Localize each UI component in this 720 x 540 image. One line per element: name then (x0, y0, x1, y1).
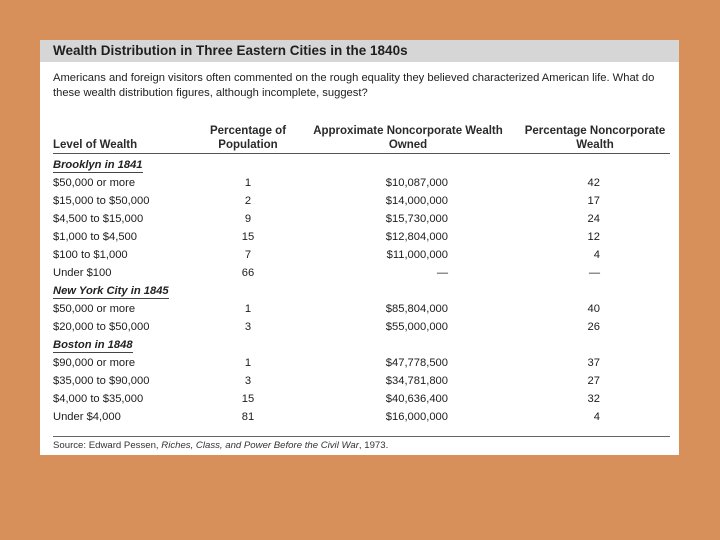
section-label: New York City in 1845 (53, 285, 169, 299)
cell-percentage: 37 (587, 357, 600, 369)
cell-level: $4,500 to $15,000 (53, 213, 144, 225)
table-body: Brooklyn in 1841 $50,000 or more 1 $10,087,… (40, 157, 679, 427)
cell-level: Under $4,000 (53, 411, 121, 423)
col-header-population: Percentage of Population (198, 120, 298, 152)
section-heading: New York City in 1845 (40, 283, 679, 301)
cell-owned: $11,000,000 (386, 249, 448, 261)
col-header-population-label: Percentage of Population (209, 125, 287, 151)
cell-population: 2 (244, 195, 252, 207)
cell-level: $15,000 to $50,000 (53, 195, 150, 207)
cell-population: 81 (241, 411, 255, 423)
cell-percentage: 4 (593, 249, 600, 261)
source-suffix: , 1973. (358, 440, 389, 451)
cell-population: 1 (244, 357, 252, 369)
cell-percentage: 32 (587, 393, 600, 405)
cell-owned: $40,636,400 (385, 393, 448, 405)
cell-population: 1 (244, 303, 252, 315)
table-row: $4,500 to $15,000 9 $15,730,000 24 (40, 211, 679, 229)
table-row: $20,000 to $50,000 3 $55,000,000 26 (40, 319, 679, 337)
cell-percentage: 4 (593, 411, 600, 423)
cell-population: 7 (244, 249, 252, 261)
cell-owned: $16,000,000 (385, 411, 448, 423)
cell-population: 1 (244, 177, 252, 189)
source-divider (53, 436, 670, 437)
cell-percentage: 42 (587, 177, 600, 189)
cell-level: $4,000 to $35,000 (53, 393, 144, 405)
cell-percentage: — (588, 267, 600, 279)
cell-population: 3 (244, 375, 252, 387)
cell-population: 15 (241, 231, 255, 243)
cell-population: 9 (244, 213, 252, 225)
cell-owned: $10,087,000 (385, 177, 448, 189)
wealth-table-panel: Wealth Distribution in Three Eastern Cit… (40, 40, 679, 455)
table-row: Under $4,000 81 $16,000,000 4 (40, 409, 679, 427)
cell-level: $50,000 or more (53, 177, 136, 189)
col-header-level-label: Level of Wealth (53, 139, 138, 151)
table-row: $1,000 to $4,500 15 $12,804,000 12 (40, 229, 679, 247)
intro-text: Americans and foreign visitors often com… (53, 72, 655, 99)
cell-percentage: 40 (587, 303, 600, 315)
col-header-owned: Approximate Noncorporate Wealth Owned (308, 120, 508, 152)
cell-level: Under $100 (53, 267, 112, 279)
section-heading: Boston in 1848 (40, 337, 679, 355)
source-work: Riches, Class, and Power Before the Civi… (161, 440, 359, 451)
cell-percentage: 24 (587, 213, 600, 225)
cell-owned: — (436, 267, 448, 279)
cell-owned: $34,781,800 (385, 375, 448, 387)
col-header-percentage-label: Percentage Noncorporate Wealth (524, 125, 666, 151)
cell-population: 3 (244, 321, 252, 333)
cell-level: $20,000 to $50,000 (53, 321, 150, 333)
table-row: $4,000 to $35,000 15 $40,636,400 32 (40, 391, 679, 409)
header-divider (53, 153, 670, 154)
table-row: $50,000 or more 1 $85,804,000 40 (40, 301, 679, 319)
cell-owned: $15,730,000 (385, 213, 448, 225)
col-header-percentage: Percentage Noncorporate Wealth (520, 120, 670, 152)
cell-percentage: 27 (587, 375, 600, 387)
table-row: $90,000 or more 1 $47,778,500 37 (40, 355, 679, 373)
cell-level: $35,000 to $90,000 (53, 375, 150, 387)
table-row: $50,000 or more 1 $10,087,000 42 (40, 175, 679, 193)
cell-percentage: 12 (587, 231, 600, 243)
section-label: Boston in 1848 (53, 339, 133, 353)
cell-level: $90,000 or more (53, 357, 136, 369)
table-row: $100 to $1,000 7 $11,000,000 4 (40, 247, 679, 265)
cell-owned: $85,804,000 (385, 303, 448, 315)
table-row: Under $100 66 — — (40, 265, 679, 283)
cell-population: 15 (241, 393, 255, 405)
cell-owned: $12,804,000 (385, 231, 448, 243)
section-heading: Brooklyn in 1841 (40, 157, 679, 175)
cell-owned: $47,778,500 (385, 357, 448, 369)
cell-percentage: 17 (587, 195, 600, 207)
col-header-owned-label: Approximate Noncorporate Wealth Owned (313, 125, 503, 151)
cell-level: $1,000 to $4,500 (53, 231, 137, 243)
table-row: $35,000 to $90,000 3 $34,781,800 27 (40, 373, 679, 391)
cell-owned: $55,000,000 (385, 321, 448, 333)
cell-percentage: 26 (587, 321, 600, 333)
cell-population: 66 (241, 267, 255, 279)
cell-level: $100 to $1,000 (53, 249, 128, 261)
source-note: Source: Edward Pessen, Riches, Class, an… (53, 440, 388, 451)
cell-level: $50,000 or more (53, 303, 136, 315)
section-label: Brooklyn in 1841 (53, 159, 143, 173)
table-row: $15,000 to $50,000 2 $14,000,000 17 (40, 193, 679, 211)
cell-owned: $14,000,000 (385, 195, 448, 207)
col-header-level: Level of Wealth (53, 120, 193, 152)
source-prefix: Source: Edward Pessen, (53, 440, 162, 451)
table-title: Wealth Distribution in Three Eastern Cit… (40, 40, 679, 62)
